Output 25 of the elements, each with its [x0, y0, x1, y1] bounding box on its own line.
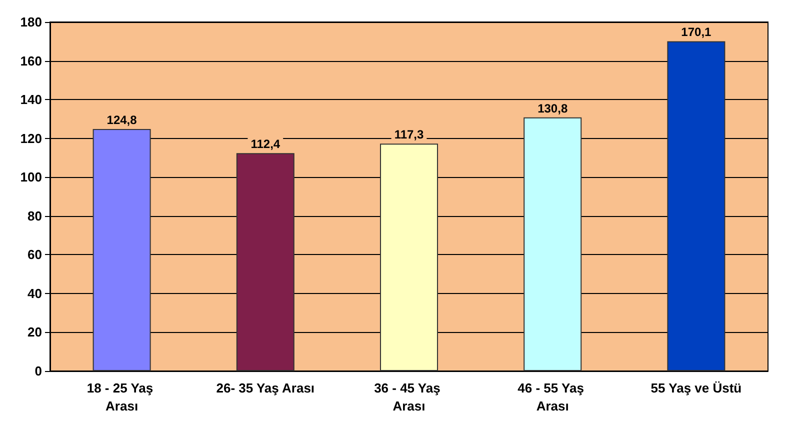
y-tick-label: 160 [20, 53, 42, 68]
y-tick-label: 80 [28, 208, 42, 224]
bar [380, 144, 438, 371]
x-tick-label: 26- 35 Yaş Arası [216, 380, 315, 396]
data-label: 112,4 [250, 137, 280, 152]
data-label: 124,8 [106, 113, 138, 128]
data-label: 117,3 [394, 128, 424, 142]
y-tick-label: 60 [28, 247, 42, 262]
y-tick-label: 0 [34, 364, 42, 378]
x-tick-label: 55 Yaş ve Üstü [650, 380, 742, 396]
bar [92, 129, 151, 371]
y-tick-label: 180 [20, 14, 42, 30]
x-tick-label: 46 - 55 Yaş Arası [518, 380, 588, 414]
y-tick-label: 100 [20, 170, 42, 185]
bar [667, 41, 726, 371]
y-tick-label: 40 [28, 286, 42, 301]
x-tick-label: 18 - 25 Yaş Arası [86, 380, 157, 414]
bar [524, 117, 582, 371]
data-label: 170,1 [681, 25, 712, 40]
y-tick-label: 140 [20, 92, 42, 108]
x-tick-label: 36 - 45 Yaş Arası [374, 380, 444, 414]
bar [236, 153, 294, 371]
y-tick-label: 20 [28, 324, 42, 340]
y-tick-label: 120 [20, 130, 42, 146]
data-label: 130,8 [538, 101, 568, 116]
